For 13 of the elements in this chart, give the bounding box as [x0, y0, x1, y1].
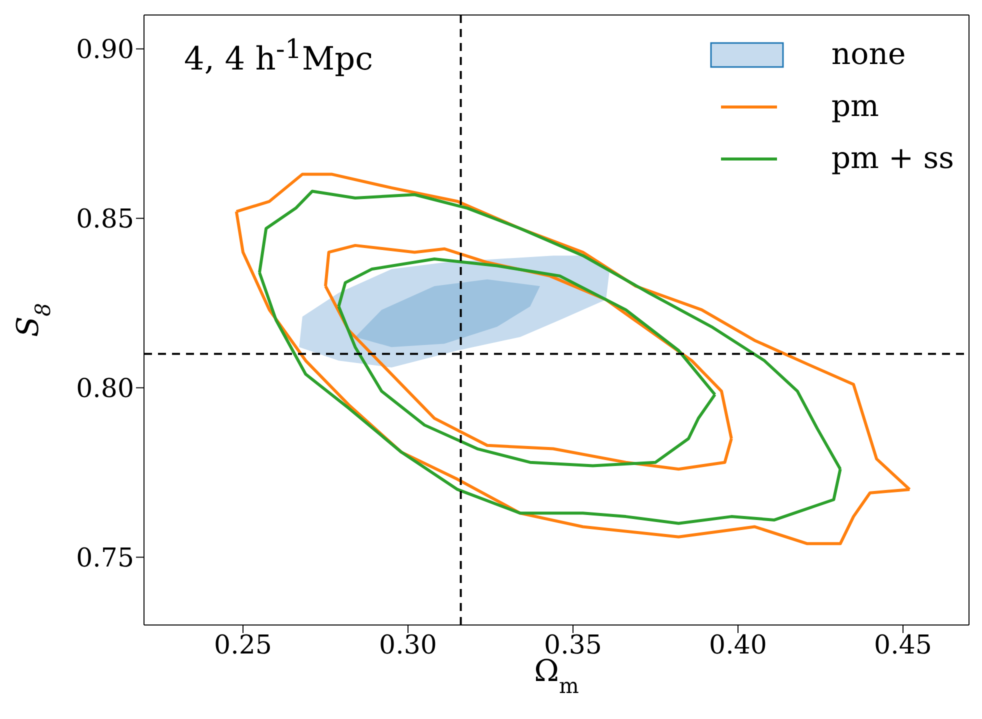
x-tick-label: 0.30 — [379, 630, 437, 660]
y-tick-label: 0.90 — [76, 35, 134, 66]
legend-label: none — [831, 36, 906, 72]
legend-label: pm — [831, 88, 879, 124]
annotation: 4, 4 h$^{-1}$Mpc — [184, 34, 373, 78]
x-tick-label: 0.25 — [214, 630, 272, 660]
x-axis-title: Ω$_{m}$ — [534, 654, 579, 698]
legend-label: pm + ss — [831, 140, 954, 176]
y-tick-label: 0.75 — [76, 543, 134, 574]
x-tick-label: 0.45 — [874, 630, 932, 660]
y-tick-label: 0.80 — [76, 374, 134, 404]
y-tick-label: 0.85 — [76, 204, 134, 235]
x-tick-label: 0.40 — [709, 630, 767, 660]
